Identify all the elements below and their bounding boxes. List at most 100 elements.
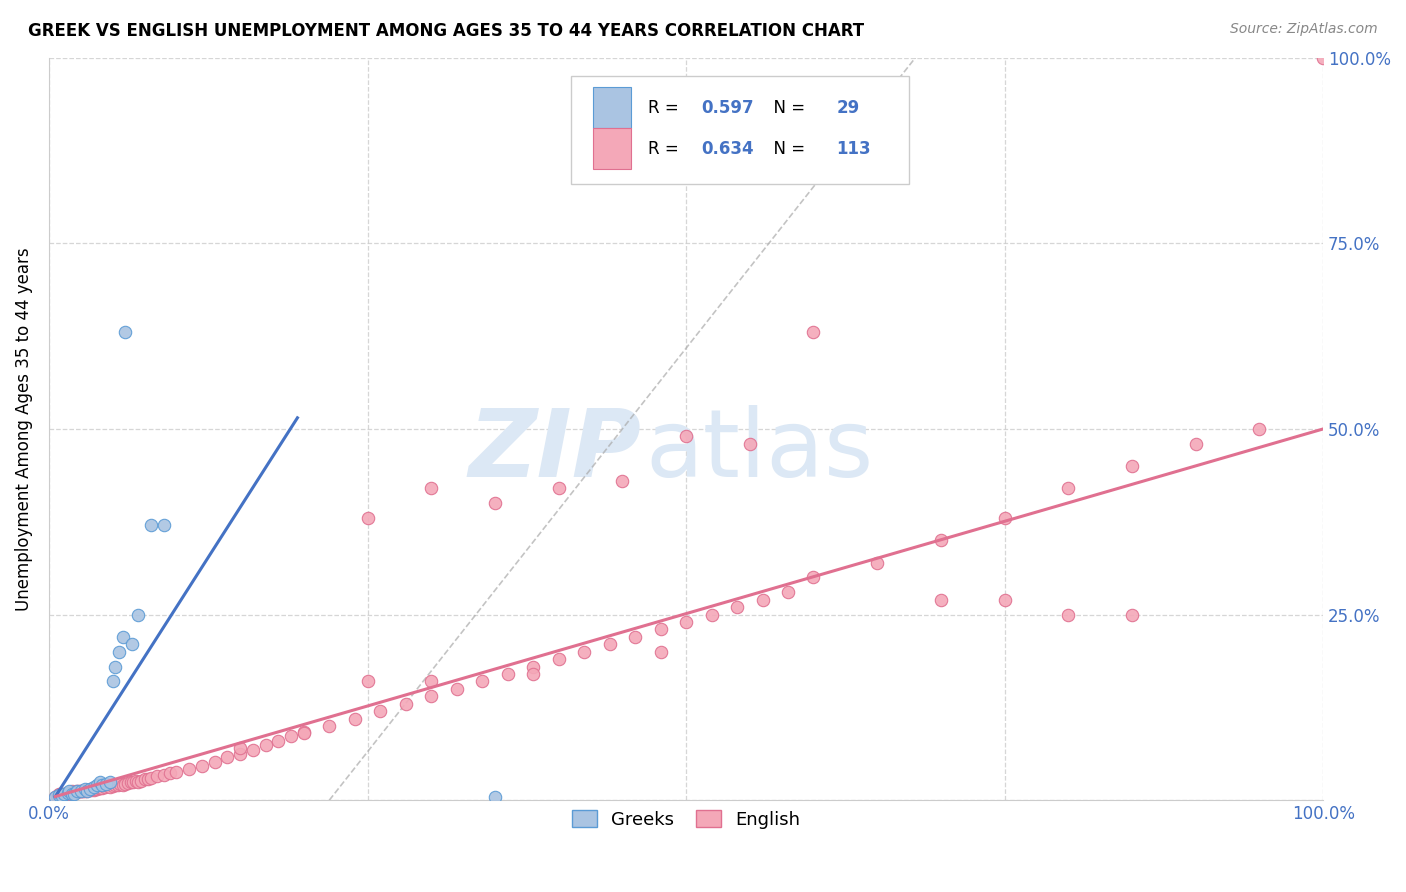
Point	[98, 780, 121, 794]
Point	[994, 511, 1017, 525]
Point	[87, 781, 110, 796]
FancyBboxPatch shape	[593, 87, 631, 128]
Point	[675, 429, 697, 443]
Point	[69, 783, 91, 797]
Point	[122, 774, 145, 789]
Point	[292, 725, 315, 739]
Point	[45, 789, 67, 803]
Point	[110, 777, 132, 791]
Point	[139, 518, 162, 533]
Point	[96, 777, 118, 791]
Point	[69, 783, 91, 797]
Point	[51, 789, 73, 803]
Point	[111, 630, 134, 644]
Point	[496, 667, 519, 681]
Text: 113: 113	[837, 140, 872, 158]
Point	[48, 787, 70, 801]
Point	[67, 784, 90, 798]
Point	[1057, 481, 1080, 495]
Text: R =: R =	[648, 99, 683, 117]
Point	[599, 637, 621, 651]
Point	[159, 766, 181, 780]
Point	[94, 780, 117, 794]
Point	[49, 787, 72, 801]
Point	[56, 787, 79, 801]
Point	[129, 773, 152, 788]
Point	[114, 326, 136, 340]
Point	[82, 782, 104, 797]
Point	[69, 784, 91, 798]
Point	[89, 780, 111, 795]
Point	[117, 776, 139, 790]
Point	[53, 787, 76, 801]
Point	[139, 771, 162, 785]
Text: 0.634: 0.634	[702, 140, 754, 158]
Point	[53, 787, 76, 801]
Point	[725, 600, 748, 615]
Text: N =: N =	[762, 140, 810, 158]
Point	[522, 667, 544, 681]
Point	[368, 704, 391, 718]
Point	[254, 738, 277, 752]
Point	[76, 783, 98, 797]
Point	[91, 780, 114, 795]
Point	[127, 774, 149, 789]
Point	[356, 511, 378, 525]
Point	[46, 788, 69, 802]
Point	[80, 782, 103, 797]
Text: Source: ZipAtlas.com: Source: ZipAtlas.com	[1230, 22, 1378, 37]
Point	[51, 787, 73, 801]
Legend: Greeks, English: Greeks, English	[564, 803, 808, 836]
Point	[111, 778, 134, 792]
Point	[86, 778, 108, 792]
Point	[191, 759, 214, 773]
Point	[267, 734, 290, 748]
Point	[146, 769, 169, 783]
Point	[547, 481, 569, 495]
Point	[484, 789, 506, 804]
Point	[420, 481, 443, 495]
Point	[79, 782, 101, 797]
Point	[127, 607, 149, 622]
Point	[86, 782, 108, 797]
Point	[63, 787, 86, 801]
Point	[84, 781, 107, 796]
Point	[1121, 607, 1143, 622]
Point	[292, 726, 315, 740]
Point	[104, 778, 127, 792]
Point	[356, 674, 378, 689]
Point	[929, 592, 952, 607]
Text: R =: R =	[648, 140, 683, 158]
Point	[624, 630, 647, 644]
Point	[56, 786, 79, 800]
Point	[994, 592, 1017, 607]
Point	[572, 645, 595, 659]
Point	[547, 652, 569, 666]
Point	[700, 607, 723, 622]
Point	[73, 783, 96, 797]
Point	[612, 474, 634, 488]
Point	[776, 585, 799, 599]
Point	[803, 570, 825, 584]
Point	[83, 782, 105, 797]
Point	[107, 778, 129, 792]
Point	[204, 755, 226, 769]
Point	[124, 773, 146, 788]
Point	[229, 741, 252, 756]
Point	[751, 592, 773, 607]
Point	[420, 690, 443, 704]
Point	[738, 437, 761, 451]
Point	[929, 533, 952, 548]
Point	[318, 719, 340, 733]
Y-axis label: Unemployment Among Ages 35 to 44 years: Unemployment Among Ages 35 to 44 years	[15, 247, 32, 611]
Point	[97, 779, 120, 793]
Text: ZIP: ZIP	[468, 405, 641, 497]
Point	[91, 778, 114, 792]
Point	[1121, 459, 1143, 474]
Point	[83, 780, 105, 794]
FancyBboxPatch shape	[571, 76, 910, 184]
Point	[114, 777, 136, 791]
Point	[242, 742, 264, 756]
Text: GREEK VS ENGLISH UNEMPLOYMENT AMONG AGES 35 TO 44 YEARS CORRELATION CHART: GREEK VS ENGLISH UNEMPLOYMENT AMONG AGES…	[28, 22, 865, 40]
Point	[72, 784, 94, 798]
